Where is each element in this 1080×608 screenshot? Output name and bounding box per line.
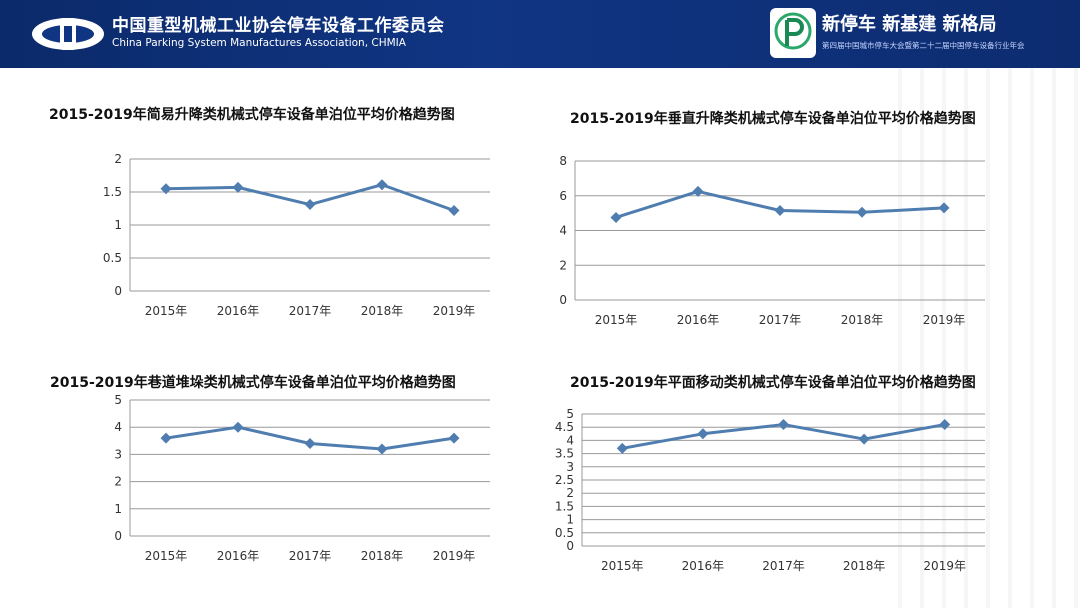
x-tick-label: 2019年 [923, 313, 966, 327]
data-point [448, 432, 460, 444]
x-tick-label: 2018年 [841, 313, 884, 327]
y-tick-label: 1 [566, 513, 574, 527]
y-tick-label: 6 [559, 189, 567, 203]
data-point [448, 204, 460, 216]
y-tick-label: 4 [114, 420, 122, 434]
data-point [616, 442, 628, 454]
x-tick-label: 2015年 [595, 313, 638, 327]
data-point [304, 199, 316, 211]
data-point [304, 438, 316, 450]
y-tick-label: 4.5 [555, 420, 574, 434]
x-tick-label: 2019年 [923, 559, 966, 573]
x-tick-label: 2016年 [217, 549, 260, 563]
y-tick-label: 0 [114, 529, 122, 543]
data-point [376, 443, 388, 455]
data-point [232, 181, 244, 193]
chart-title-4: 2015-2019年平面移动类机械式停车设备单泊位平均价格趋势图 [570, 375, 976, 391]
org-name-cn: 中国重型机械工业协会停车设备工作委员会 [112, 16, 445, 36]
y-tick-label: 2 [566, 486, 574, 500]
data-point [692, 185, 704, 197]
y-tick-label: 4 [559, 224, 567, 238]
y-tick-label: 1 [114, 218, 122, 232]
x-tick-label: 2016年 [682, 559, 725, 573]
x-tick-label: 2018年 [361, 304, 404, 318]
x-tick-label: 2018年 [361, 549, 404, 563]
data-point [938, 202, 950, 214]
data-point [232, 421, 244, 433]
x-tick-label: 2015年 [145, 304, 188, 318]
x-tick-label: 2016年 [677, 313, 720, 327]
background-decoration [880, 68, 1080, 608]
x-tick-label: 2017年 [289, 549, 332, 563]
y-tick-label: 2 [114, 152, 122, 166]
x-tick-label: 2018年 [843, 559, 886, 573]
x-tick-label: 2016年 [217, 304, 260, 318]
y-tick-label: 1 [114, 502, 122, 516]
chart-title-2: 2015-2019年垂直升降类机械式停车设备单泊位平均价格趋势图 [570, 111, 976, 127]
y-tick-label: 2.5 [555, 473, 574, 487]
chart-title-1: 2015-2019年简易升降类机械式停车设备单泊位平均价格趋势图 [49, 107, 455, 123]
y-tick-label: 3 [114, 447, 122, 461]
x-tick-label: 2019年 [433, 304, 476, 318]
y-tick-label: 3 [566, 460, 574, 474]
y-tick-label: 1.5 [103, 185, 122, 199]
y-tick-label: 8 [559, 154, 567, 168]
data-point [774, 205, 786, 217]
y-tick-label: 0 [114, 284, 122, 298]
y-tick-label: 0 [559, 293, 567, 307]
org-name-en: China Parking System Manufactures Associ… [112, 37, 406, 49]
data-point [376, 179, 388, 191]
y-tick-label: 0.5 [555, 526, 574, 540]
y-tick-label: 2 [114, 475, 122, 489]
data-point [610, 211, 622, 223]
y-tick-label: 0 [566, 539, 574, 553]
chart-title-3: 2015-2019年巷道堆垛类机械式停车设备单泊位平均价格趋势图 [50, 375, 456, 391]
y-tick-label: 1.5 [555, 499, 574, 513]
data-point [160, 183, 172, 195]
y-tick-label: 3.5 [555, 447, 574, 461]
association-logo-icon [32, 18, 104, 50]
y-tick-label: 5 [114, 393, 122, 407]
x-tick-label: 2017年 [759, 313, 802, 327]
sub-slogan: 第四届中国城市停车大会暨第二十二届中国停车设备行业年会 [822, 41, 1025, 50]
slogan: 新停车 新基建 新格局 [822, 14, 997, 35]
y-tick-label: 4 [566, 433, 574, 447]
header-banner: 中国重型机械工业协会停车设备工作委员会 China Parking System… [0, 0, 1080, 68]
x-tick-label: 2015年 [601, 559, 644, 573]
parking-conference-logo-icon [770, 8, 816, 58]
data-point [160, 432, 172, 444]
data-point [778, 419, 789, 431]
y-tick-label: 0.5 [103, 251, 122, 265]
x-tick-label: 2015年 [145, 549, 188, 563]
y-tick-label: 2 [559, 258, 567, 272]
x-tick-label: 2017年 [762, 559, 805, 573]
data-point [939, 419, 951, 431]
x-tick-label: 2019年 [433, 549, 476, 563]
data-point [697, 428, 709, 440]
y-tick-label: 5 [566, 407, 574, 421]
data-point [856, 206, 868, 218]
data-point [858, 433, 870, 445]
x-tick-label: 2017年 [289, 304, 332, 318]
